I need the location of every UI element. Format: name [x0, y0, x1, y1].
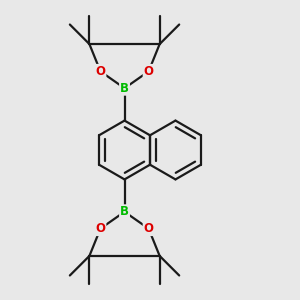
- Text: B: B: [120, 205, 129, 218]
- Text: O: O: [144, 65, 154, 78]
- Text: B: B: [120, 82, 129, 95]
- Text: O: O: [95, 65, 105, 78]
- Text: O: O: [95, 222, 105, 235]
- Text: O: O: [144, 222, 154, 235]
